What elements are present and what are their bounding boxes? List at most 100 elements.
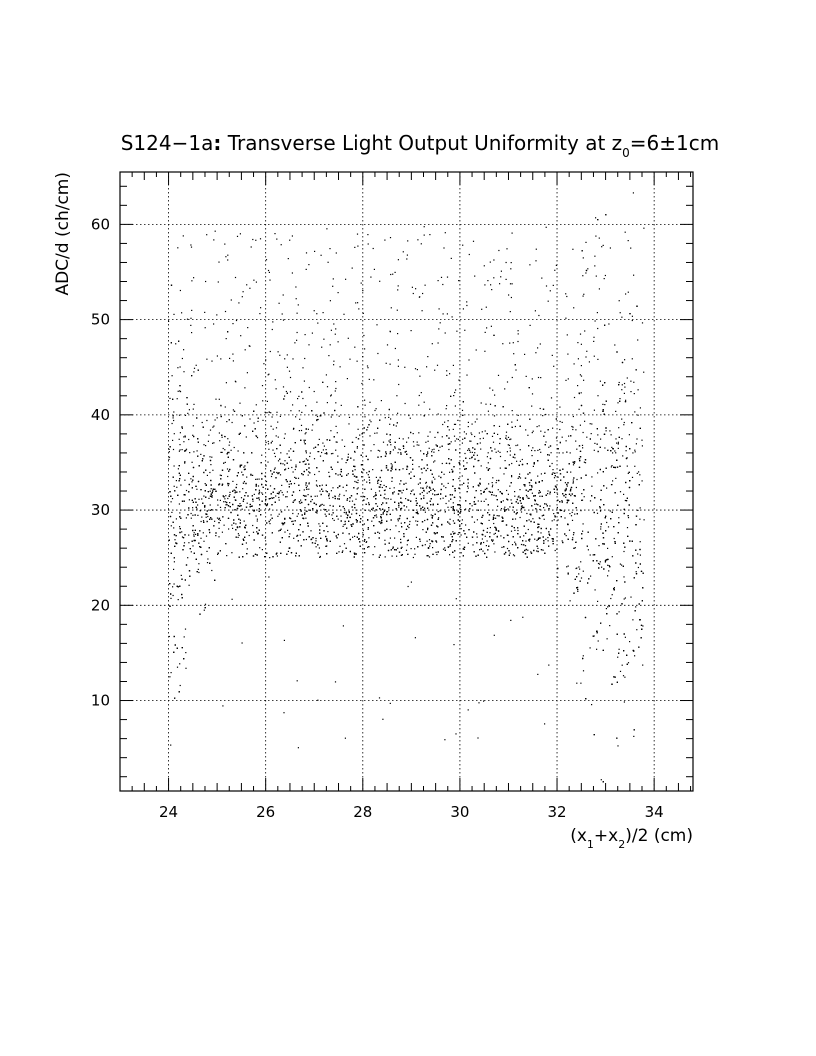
scatter-point-4388 — [388, 542, 390, 544]
scatter-point-478 — [220, 474, 222, 477]
scatter-point-4544 — [241, 543, 244, 545]
scatter-point-4463 — [328, 475, 331, 478]
scatter-point-112 — [539, 407, 541, 410]
scatter-point-4386 — [220, 415, 222, 418]
scatter-point-4341 — [368, 476, 370, 478]
scatter-point-4132 — [421, 521, 424, 523]
scatter-point-463 — [186, 318, 189, 320]
scatter-point-674 — [611, 556, 613, 558]
scatter-point-853 — [495, 517, 497, 519]
scatter-point-3945 — [631, 422, 633, 424]
scatter-point-4244 — [432, 553, 434, 555]
scatter-point-4297 — [459, 525, 461, 527]
scatter-point-3900 — [559, 501, 561, 503]
scatter-point-737 — [181, 536, 184, 538]
scatter-point-4905 — [232, 490, 234, 492]
scatter-point-302 — [622, 675, 625, 677]
scatter-point-4147 — [487, 549, 489, 551]
scatter-point-690 — [428, 539, 431, 541]
scatter-point-4802 — [570, 435, 572, 437]
scatter-point-865 — [427, 452, 429, 454]
scatter-point-4418 — [350, 457, 352, 459]
scatter-point-4259 — [392, 492, 394, 494]
scatter-point-552 — [184, 414, 187, 416]
scatter-point-4450 — [612, 448, 614, 450]
scatter-point-4773 — [420, 468, 423, 470]
scatter-point-4526 — [511, 525, 513, 527]
scatter-point-979 — [538, 523, 540, 525]
scatter-point-617 — [439, 498, 442, 500]
scatter-point-722 — [607, 526, 610, 528]
scatter-point-4702 — [292, 523, 294, 525]
scatter-point-4717 — [221, 469, 224, 471]
scatter-point-4446 — [195, 558, 197, 560]
scatter-point-44 — [180, 484, 182, 486]
scatter-point-4906 — [322, 460, 324, 462]
scatter-point-4682 — [209, 518, 211, 520]
scatter-point-520 — [292, 512, 294, 515]
scatter-point-352 — [362, 529, 364, 531]
scatter-point-4937 — [184, 461, 186, 463]
scatter-point-4337 — [518, 464, 520, 466]
scatter-point-1039 — [458, 379, 460, 381]
scatter-point-4865 — [480, 543, 482, 545]
scatter-point-3996 — [533, 462, 535, 464]
scatter-point-60 — [556, 506, 558, 509]
scatter-point-4604 — [179, 474, 181, 476]
scatter-point-4336 — [228, 419, 230, 421]
scatter-point-4786 — [181, 593, 183, 596]
scatter-point-866 — [514, 518, 517, 520]
scatter-point-251 — [209, 509, 211, 511]
scatter-point-15 — [449, 518, 451, 520]
scatter-point-3921 — [349, 516, 351, 518]
scatter-point-4687 — [526, 463, 528, 465]
scatter-point-4960 — [505, 551, 507, 554]
scatter-point-1116 — [589, 554, 591, 556]
scatter-point-4668 — [533, 549, 535, 552]
scatter-point-4286 — [426, 502, 428, 504]
scatter-point-94 — [594, 589, 596, 591]
scatter-point-4924 — [455, 540, 457, 542]
scatter-point-4666 — [428, 486, 431, 488]
scatter-point-4478 — [452, 507, 454, 509]
scatter-point-770 — [503, 473, 505, 475]
scatter-point-4592 — [244, 425, 246, 427]
scatter-point-285 — [531, 492, 533, 494]
scatter-point-4153 — [576, 576, 578, 578]
scatter-point-317 — [552, 472, 554, 474]
scatter-point-4603 — [192, 475, 194, 478]
scatter-point-4780 — [179, 516, 181, 518]
scatter-point-4093 — [353, 465, 355, 467]
scatter-point-578 — [178, 503, 180, 505]
scatter-point-4332 — [574, 495, 576, 497]
scatter-point-806 — [183, 636, 185, 638]
scatter-point-4656 — [283, 523, 285, 525]
scatter-point-4809 — [381, 519, 383, 521]
scatter-point-4653 — [451, 536, 453, 538]
scatter-point-84 — [308, 483, 310, 485]
scatter-point-4517 — [506, 498, 508, 500]
scatter-point-4515 — [258, 510, 260, 512]
scatter-point-4607 — [388, 507, 390, 509]
scatter-point-4035 — [573, 495, 576, 497]
scatter-point-4744 — [350, 524, 352, 526]
scatter-point-4776 — [463, 482, 465, 484]
scatter-point-574 — [549, 493, 551, 495]
scatter-point-4118 — [469, 508, 471, 510]
scatter-point-3907 — [511, 426, 513, 428]
scatter-point-3939 — [525, 532, 527, 534]
scatter-point-4644 — [496, 499, 498, 501]
scatter-point-1056 — [523, 544, 525, 546]
scatter-point-4727 — [183, 545, 185, 547]
scatter-point-4632 — [538, 481, 540, 483]
scatter-point-4575 — [284, 469, 286, 471]
scatter-point-561 — [511, 544, 514, 546]
scatter-point-4163 — [423, 497, 425, 499]
scatter-point-566 — [565, 494, 567, 496]
scatter-point-4622 — [403, 505, 405, 507]
scatter-point-4467 — [447, 443, 449, 445]
scatter-point-78 — [489, 468, 491, 470]
scatter-point-837 — [547, 537, 549, 539]
scatter-point-4166 — [179, 385, 181, 387]
scatter-point-884 — [231, 524, 233, 526]
